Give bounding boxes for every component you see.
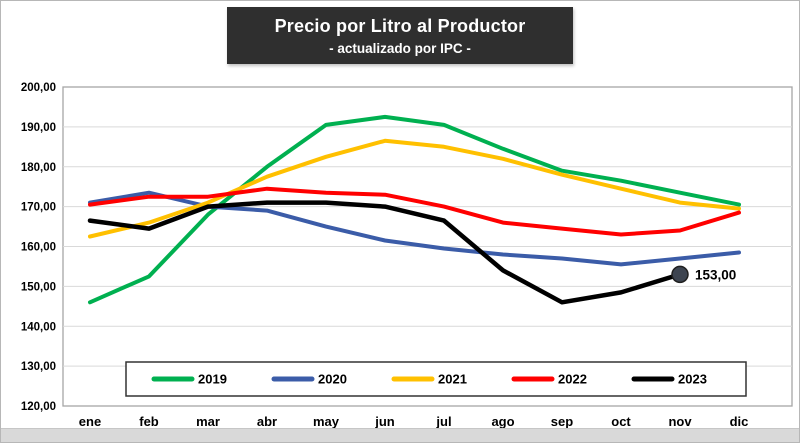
y-axis-tick-label: 200,00 [21, 82, 56, 94]
legend-label-2023: 2023 [678, 372, 707, 387]
x-axis-label: ene [79, 414, 101, 429]
bottom-gray-strip [1, 428, 799, 442]
x-axis-label: ago [491, 414, 514, 429]
x-axis-label: nov [668, 414, 692, 429]
x-axis-label: jul [435, 414, 451, 429]
x-axis-label: jun [374, 414, 395, 429]
y-axis-tick-label: 190,00 [21, 122, 56, 134]
y-axis-tick-label: 140,00 [21, 321, 56, 333]
x-axis-label: abr [257, 414, 277, 429]
y-axis-tick-label: 150,00 [21, 281, 56, 293]
legend-label-2022: 2022 [558, 372, 587, 387]
y-axis-tick-label: 120,00 [21, 401, 56, 413]
y-axis-tick-label: 170,00 [21, 202, 56, 214]
x-axis-label: oct [611, 414, 631, 429]
x-axis-label: feb [139, 414, 159, 429]
legend-label-2021: 2021 [438, 372, 467, 387]
annotation-label: 153,00 [695, 267, 736, 282]
y-axis-tick-label: 160,00 [21, 242, 56, 254]
series-line-2019 [88, 114, 741, 305]
series-line-2023 [87, 200, 683, 305]
x-axis-label: may [313, 414, 340, 429]
chart-subtitle: - actualizado por IPC - [329, 41, 471, 56]
legend-label-2019: 2019 [198, 372, 227, 387]
x-axis-label: dic [730, 414, 749, 429]
chart-title: Precio por Litro al Productor [274, 16, 526, 36]
x-axis-label: sep [551, 414, 573, 429]
end-point-marker [671, 265, 689, 284]
legend-label-2020: 2020 [318, 372, 347, 387]
y-axis-tick-label: 180,00 [21, 162, 56, 174]
y-axis-tick-label: 130,00 [21, 361, 56, 373]
series-line-2022 [88, 186, 741, 237]
x-axis-label: mar [196, 414, 220, 429]
series-line-2021 [88, 138, 741, 239]
chart-title-box: Precio por Litro al Productor - actualiz… [227, 7, 573, 64]
